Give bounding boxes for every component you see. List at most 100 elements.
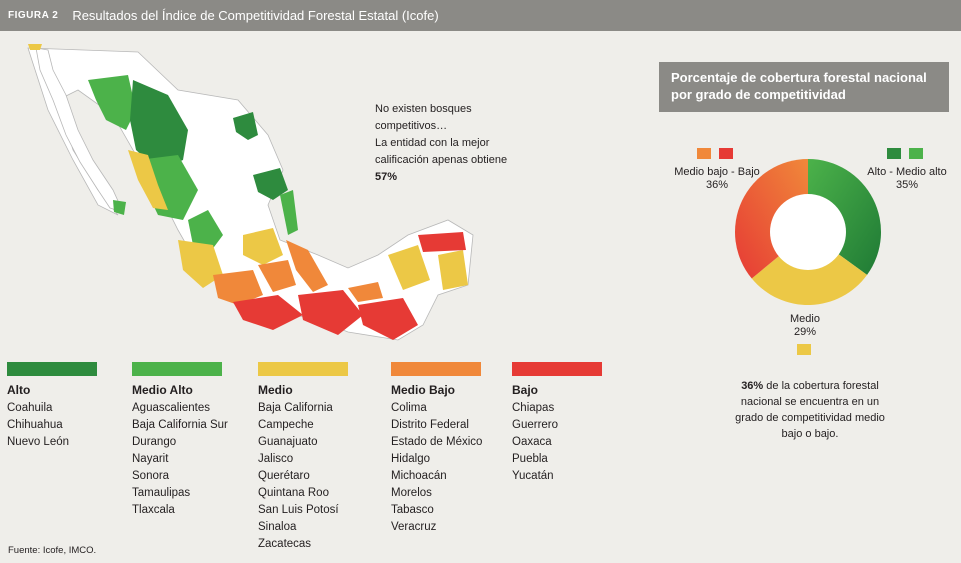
- map-oaxaca: [298, 290, 363, 335]
- legend-state: Puebla: [512, 453, 548, 465]
- map-campeche: [388, 245, 430, 290]
- map-yucatan: [418, 232, 466, 252]
- legend-state: Michoacán: [391, 470, 447, 482]
- legend-state: Coahuila: [7, 402, 53, 414]
- swatch-medio: [797, 344, 811, 355]
- swatch-medio-alto: [909, 148, 923, 159]
- side-title-line-2: por grado de competitividad: [671, 87, 846, 102]
- legend-state: Campeche: [258, 419, 314, 431]
- map-guerrero: [233, 295, 303, 330]
- map-jalisco: [178, 240, 223, 288]
- side-panel-title: Porcentaje de cobertura forestal naciona…: [659, 62, 949, 112]
- figure-number: FIGURA 2: [8, 10, 59, 21]
- swatch-medio-bajo: [697, 148, 711, 159]
- legend-state: Tamaulipas: [132, 487, 191, 499]
- legend-bar: [258, 362, 348, 376]
- slice-value: 35%: [895, 179, 919, 191]
- legend-state: Sonora: [132, 470, 170, 482]
- legend-state: Morelos: [391, 487, 432, 499]
- slice-label: Alto - Medio alto: [867, 166, 947, 178]
- mexico-map: [27, 44, 474, 341]
- legend-medio-bajo: Medio Bajo Colima Distrito Federal Estad…: [391, 362, 482, 536]
- summary-value: 36%: [741, 380, 764, 392]
- donut-hole: [770, 194, 846, 270]
- slice-medio-bajo-bajo: [735, 159, 808, 279]
- legend-category: Bajo: [512, 383, 539, 397]
- legend-state: Baja California: [258, 402, 333, 414]
- legend-state: Tlaxcala: [132, 504, 175, 516]
- legend-bar: [132, 362, 222, 376]
- map-bcs-patch: [113, 200, 126, 215]
- swatch-bajo: [719, 148, 733, 159]
- map-note: No existen bosques competitivos… La enti…: [375, 101, 525, 186]
- legend-state: San Luis Potosí: [258, 504, 339, 516]
- legend-bar: [7, 362, 97, 376]
- legend-state: Baja California Sur: [132, 419, 228, 431]
- legend-bajo: Bajo Chiapas Guerrero Oaxaca Puebla Yuca…: [512, 362, 602, 485]
- legend-state: Nayarit: [132, 453, 169, 465]
- map-chihuahua: [130, 80, 188, 170]
- slice-label: Medio: [790, 313, 820, 325]
- map-michoacan: [213, 270, 263, 305]
- side-title-line-1: Porcentaje de cobertura forestal naciona…: [671, 70, 927, 85]
- note-line-3: La entidad con la mejor: [375, 137, 490, 149]
- legend-state: Querétaro: [258, 470, 310, 482]
- map-sonora: [88, 75, 136, 130]
- map-veracruz: [286, 240, 328, 292]
- map-slp: [243, 228, 283, 265]
- map-tamaulipas: [280, 190, 298, 235]
- map-edomex: [258, 260, 296, 292]
- slice-label: Medio bajo - Bajo: [674, 166, 760, 178]
- label-medio-bajo-bajo: Medio bajo - Bajo 36%: [672, 166, 762, 192]
- figure-header: FIGURA 2 Resultados del Índice de Compet…: [0, 0, 961, 31]
- map-sinaloa: [128, 150, 168, 210]
- legend-state: Hidalgo: [391, 453, 430, 465]
- summary-text: 36% de la cobertura forestal nacional se…: [735, 378, 885, 442]
- map-nuevo-leon: [253, 168, 288, 200]
- legend-state: Guerrero: [512, 419, 559, 431]
- map-chiapas: [358, 298, 418, 340]
- legend-state: Tabasco: [391, 504, 434, 516]
- legend-state: Estado de México: [391, 436, 483, 448]
- legend-state: Distrito Federal: [391, 419, 469, 431]
- legend-state: Durango: [132, 436, 177, 448]
- legend-category: Medio Alto: [132, 383, 193, 397]
- slice-value: 36%: [705, 179, 729, 191]
- map-baja-patch: [28, 44, 42, 50]
- note-line-1: No existen bosques: [375, 103, 472, 115]
- legend-state: Aguascalientes: [132, 402, 210, 414]
- note-value: 57%: [375, 171, 398, 183]
- swatch-alto: [887, 148, 901, 159]
- legend-state: Nuevo León: [7, 436, 70, 448]
- legend-state: Veracruz: [391, 521, 437, 533]
- legend-state: Oaxaca: [512, 436, 552, 448]
- legend-state: Guanajuato: [258, 436, 318, 448]
- legend-bar: [512, 362, 602, 376]
- legend-state: Quintana Roo: [258, 487, 329, 499]
- map-tabasco: [348, 282, 383, 302]
- label-medio: Medio 29%: [775, 313, 835, 339]
- source-note: Fuente: Icofe, IMCO.: [8, 545, 97, 556]
- legend-state: Sinaloa: [258, 521, 297, 533]
- legend-category: Medio: [258, 383, 293, 397]
- legend-state: Chiapas: [512, 402, 555, 414]
- legend-medio-alto: Medio Alto Aguascalientes Baja Californi…: [132, 362, 228, 519]
- legend-state: Colima: [391, 402, 427, 414]
- figure-title: Resultados del Índice de Competitividad …: [72, 8, 439, 23]
- legend-alto: Alto Coahuila Chihuahua Nuevo León: [7, 362, 97, 451]
- label-alto-medio-alto: Alto - Medio alto 35%: [862, 166, 952, 192]
- legend-state: Chihuahua: [7, 419, 63, 431]
- map-coahuila: [233, 112, 258, 140]
- note-line-4: calificación apenas obtiene: [375, 154, 508, 166]
- map-quintana-roo: [438, 250, 468, 290]
- legend-state: Yucatán: [512, 470, 554, 482]
- legend-state: Jalisco: [258, 453, 294, 465]
- legend-category: Medio Bajo: [391, 383, 456, 397]
- slice-value: 29%: [793, 326, 817, 338]
- donut-chart: [735, 159, 881, 305]
- slice-alto-medio-alto: [808, 159, 881, 275]
- legend-medio: Medio Baja California Campeche Guanajuat…: [258, 362, 348, 553]
- summary-rest: de la cobertura forestal nacional se enc…: [735, 380, 885, 440]
- note-line-2: competitivos…: [375, 120, 448, 132]
- legend-category: Alto: [7, 383, 31, 397]
